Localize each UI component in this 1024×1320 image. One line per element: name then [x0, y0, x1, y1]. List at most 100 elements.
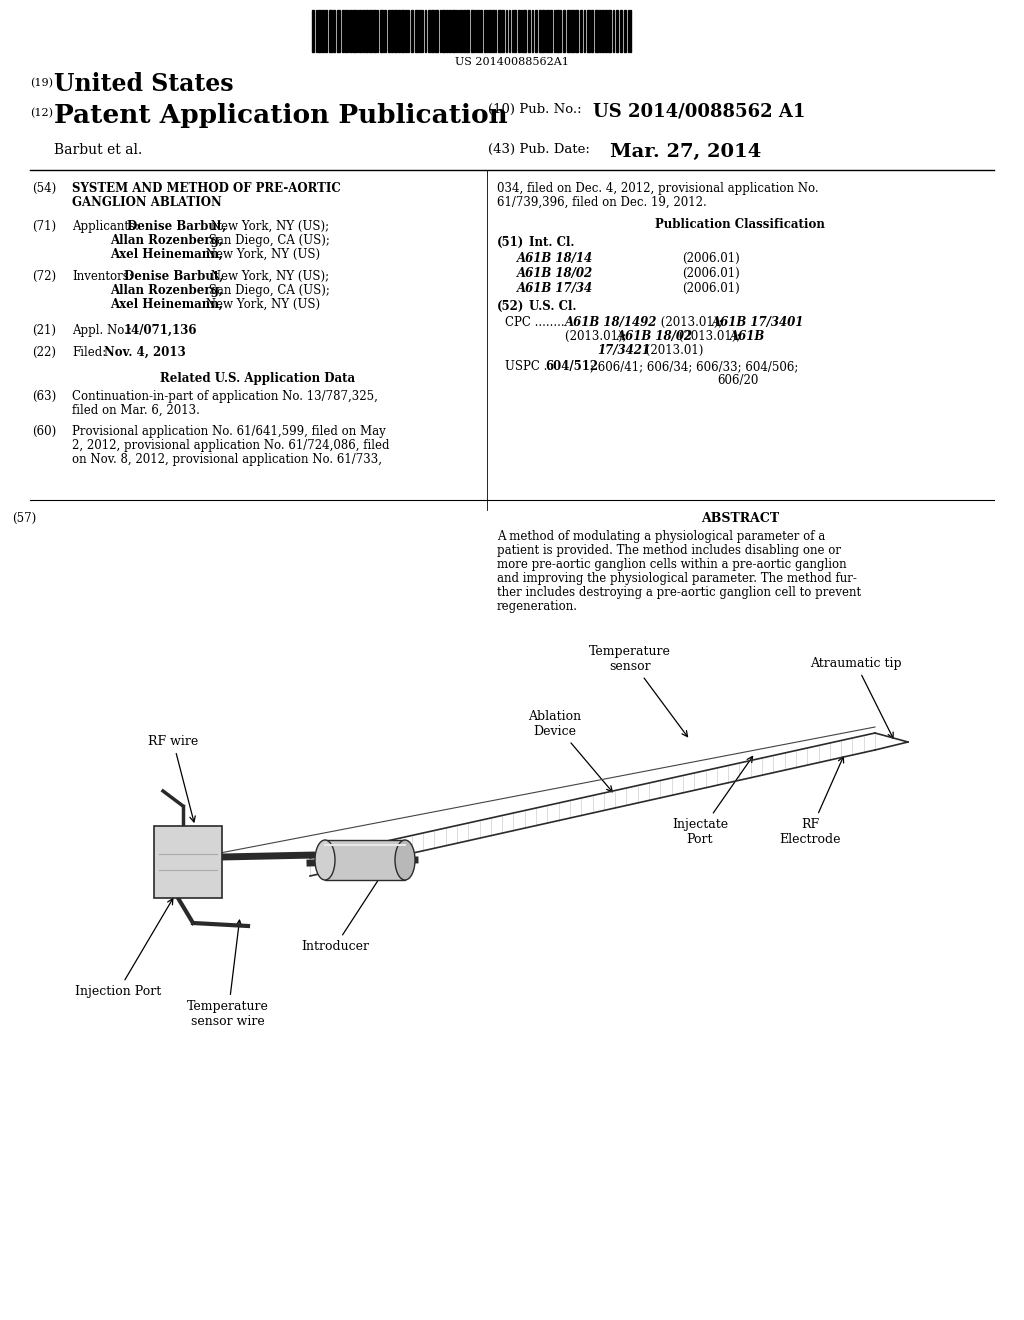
Bar — [498, 11, 501, 51]
Bar — [612, 11, 614, 51]
Bar — [154, 826, 222, 898]
Text: (19): (19) — [30, 78, 53, 88]
Text: 17/3421: 17/3421 — [597, 345, 650, 356]
Text: (2013.01);: (2013.01); — [675, 330, 744, 343]
Bar — [377, 11, 378, 51]
Text: United States: United States — [54, 73, 233, 96]
Bar — [390, 11, 393, 51]
Bar — [452, 11, 455, 51]
Bar — [595, 11, 598, 51]
Bar — [352, 11, 355, 51]
Bar — [484, 11, 485, 51]
Bar — [458, 11, 459, 51]
Bar — [567, 11, 569, 51]
Bar — [460, 11, 462, 51]
Bar — [616, 11, 617, 51]
Text: Int. Cl.: Int. Cl. — [529, 236, 574, 249]
Bar — [535, 11, 537, 51]
Bar — [369, 11, 372, 51]
Text: more pre-aortic ganglion cells within a pre-aortic ganglion: more pre-aortic ganglion cells within a … — [497, 558, 847, 572]
Bar — [463, 11, 465, 51]
Text: (57): (57) — [12, 512, 36, 525]
Text: (54): (54) — [32, 182, 56, 195]
Bar — [495, 11, 496, 51]
Bar — [527, 11, 529, 51]
Text: Denise Barbut,: Denise Barbut, — [124, 271, 223, 282]
Bar — [591, 11, 593, 51]
Bar — [471, 11, 474, 51]
Bar — [341, 11, 343, 51]
Text: A61B 17/3401: A61B 17/3401 — [712, 315, 805, 329]
Bar — [388, 11, 389, 51]
Bar — [350, 11, 351, 51]
Bar — [575, 11, 578, 51]
Text: RF
Electrode: RF Electrode — [779, 756, 844, 846]
Text: A61B: A61B — [730, 330, 765, 343]
Text: 14/071,136: 14/071,136 — [124, 323, 198, 337]
Text: (60): (60) — [32, 425, 56, 438]
Text: A61B 17/34: A61B 17/34 — [517, 282, 593, 294]
Text: Injectate
Port: Injectate Port — [672, 756, 753, 846]
Bar — [359, 11, 360, 51]
Text: USPC ..: USPC .. — [505, 360, 551, 374]
Text: patient is provided. The method includes disabling one or: patient is provided. The method includes… — [497, 544, 841, 557]
Text: Ablation
Device: Ablation Device — [528, 710, 612, 792]
Text: (2006.01): (2006.01) — [682, 267, 739, 280]
Bar — [523, 11, 525, 51]
Text: San Diego, CA (US);: San Diego, CA (US); — [205, 234, 330, 247]
Text: Mar. 27, 2014: Mar. 27, 2014 — [610, 143, 761, 161]
Text: Barbut et al.: Barbut et al. — [54, 143, 142, 157]
Text: A method of modulating a physiological parameter of a: A method of modulating a physiological p… — [497, 531, 825, 543]
Bar — [559, 11, 561, 51]
Bar — [329, 11, 332, 51]
Text: Related U.S. Application Data: Related U.S. Application Data — [161, 372, 355, 385]
Bar — [380, 11, 383, 51]
Bar — [555, 11, 558, 51]
Text: regeneration.: regeneration. — [497, 601, 578, 612]
Bar — [312, 11, 313, 51]
Bar — [624, 11, 626, 51]
Text: (2006.01): (2006.01) — [682, 252, 739, 265]
Bar — [322, 11, 324, 51]
Bar — [449, 11, 451, 51]
Bar — [425, 11, 426, 51]
Text: ; 606/41; 606/34; 606/33; 604/506;: ; 606/41; 606/34; 606/33; 604/506; — [590, 360, 799, 374]
Text: 034, filed on Dec. 4, 2012, provisional application No.: 034, filed on Dec. 4, 2012, provisional … — [497, 182, 818, 195]
Text: A61B 18/1492: A61B 18/1492 — [565, 315, 657, 329]
Text: (12): (12) — [30, 108, 53, 119]
Text: GANGLION ABLATION: GANGLION ABLATION — [72, 195, 222, 209]
Bar — [401, 11, 404, 51]
Bar — [312, 11, 712, 51]
Text: 2, 2012, provisional application No. 61/724,086, filed: 2, 2012, provisional application No. 61/… — [72, 440, 389, 451]
Text: Nov. 4, 2013: Nov. 4, 2013 — [104, 346, 185, 359]
Bar — [315, 11, 317, 51]
Text: and improving the physiological parameter. The method fur-: and improving the physiological paramete… — [497, 572, 857, 585]
Bar — [492, 11, 494, 51]
Bar — [318, 11, 321, 51]
Bar — [520, 11, 522, 51]
Text: (72): (72) — [32, 271, 56, 282]
Bar — [562, 11, 565, 51]
Bar — [542, 11, 544, 51]
Text: New York, NY (US);: New York, NY (US); — [207, 220, 329, 234]
Text: 606/20: 606/20 — [717, 374, 759, 387]
Text: Continuation-in-part of application No. 13/787,325,: Continuation-in-part of application No. … — [72, 389, 378, 403]
Text: Temperature
sensor: Temperature sensor — [589, 645, 687, 737]
Text: US 20140088562A1: US 20140088562A1 — [455, 57, 569, 67]
Text: Inventors:: Inventors: — [72, 271, 133, 282]
Bar — [415, 11, 418, 51]
Text: (22): (22) — [32, 346, 56, 359]
Bar — [445, 11, 447, 51]
Text: Axel Heinemann,: Axel Heinemann, — [110, 298, 223, 312]
Bar — [587, 11, 590, 51]
Text: 604/512: 604/512 — [545, 360, 598, 374]
Text: Injection Port: Injection Port — [75, 899, 173, 998]
Text: (52): (52) — [497, 300, 524, 313]
Text: Temperature
sensor wire: Temperature sensor wire — [187, 920, 269, 1028]
Text: Axel Heinemann,: Axel Heinemann, — [110, 248, 223, 261]
Text: (43) Pub. Date:: (43) Pub. Date: — [488, 143, 590, 156]
Text: CPC ........: CPC ........ — [505, 315, 564, 329]
Text: New York, NY (US);: New York, NY (US); — [207, 271, 329, 282]
Text: Publication Classification: Publication Classification — [655, 218, 825, 231]
Text: (2013.01): (2013.01) — [642, 345, 703, 356]
